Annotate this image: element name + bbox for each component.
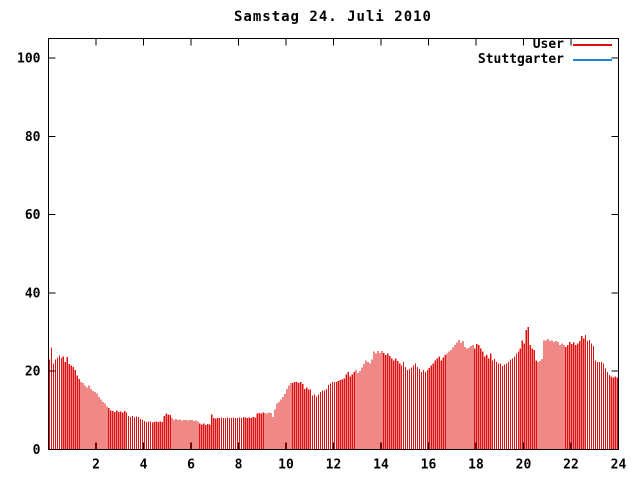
y-tick-label: 100 xyxy=(17,52,41,67)
y-tick-label: 60 xyxy=(25,208,41,223)
x-tick-label: 16 xyxy=(421,458,437,473)
plot-border xyxy=(48,38,619,450)
legend-line-user-icon xyxy=(573,43,612,46)
legend-label-user: User xyxy=(532,37,564,52)
x-tick-label: 8 xyxy=(235,458,243,473)
x-tick-label: 22 xyxy=(563,458,579,473)
y-tick-label: 0 xyxy=(33,443,41,458)
x-tick-label: 24 xyxy=(611,458,627,473)
legend: User Stuttgarter xyxy=(477,37,612,67)
x-tick-label: 10 xyxy=(278,458,294,473)
y-tick-label: 80 xyxy=(25,130,41,145)
legend-row-user: User xyxy=(478,37,612,52)
x-tick-label: 4 xyxy=(140,458,148,473)
legend-line-stuttgarter-icon xyxy=(573,58,612,61)
y-tick-label: 40 xyxy=(25,286,41,301)
y-tick-label: 20 xyxy=(25,365,41,380)
x-tick-label: 12 xyxy=(326,458,342,473)
legend-label-stuttgarter: Stuttgarter xyxy=(477,52,564,67)
x-tick-label: 18 xyxy=(468,458,484,473)
x-tick-label: 14 xyxy=(373,458,389,473)
legend-row-stuttgarter: Stuttgarter xyxy=(477,52,612,67)
chart-title: Samstag 24. Juli 2010 xyxy=(233,9,432,25)
x-tick-label: 6 xyxy=(187,458,195,473)
x-tick-label: 2 xyxy=(92,458,100,473)
x-tick-label: 20 xyxy=(516,458,532,473)
